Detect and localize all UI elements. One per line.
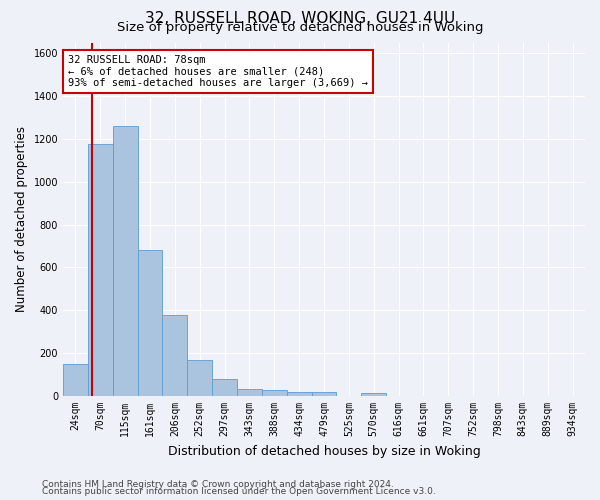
- Bar: [187, 360, 212, 396]
- Bar: [88, 144, 113, 396]
- Text: Size of property relative to detached houses in Woking: Size of property relative to detached ho…: [117, 22, 483, 35]
- Text: 32 RUSSELL ROAD: 78sqm
← 6% of detached houses are smaller (248)
93% of semi-det: 32 RUSSELL ROAD: 78sqm ← 6% of detached …: [68, 55, 368, 88]
- Bar: [361, 393, 386, 396]
- Bar: [311, 392, 337, 396]
- Text: Contains public sector information licensed under the Open Government Licence v3: Contains public sector information licen…: [42, 487, 436, 496]
- Bar: [113, 126, 137, 396]
- Bar: [137, 250, 163, 396]
- Bar: [237, 388, 262, 396]
- Text: Contains HM Land Registry data © Crown copyright and database right 2024.: Contains HM Land Registry data © Crown c…: [42, 480, 394, 489]
- Bar: [262, 390, 287, 396]
- Bar: [163, 314, 187, 396]
- Bar: [63, 364, 88, 396]
- Bar: [287, 392, 311, 396]
- Bar: [212, 379, 237, 396]
- Y-axis label: Number of detached properties: Number of detached properties: [15, 126, 28, 312]
- Text: 32, RUSSELL ROAD, WOKING, GU21 4UU: 32, RUSSELL ROAD, WOKING, GU21 4UU: [145, 11, 455, 26]
- X-axis label: Distribution of detached houses by size in Woking: Distribution of detached houses by size …: [167, 444, 481, 458]
